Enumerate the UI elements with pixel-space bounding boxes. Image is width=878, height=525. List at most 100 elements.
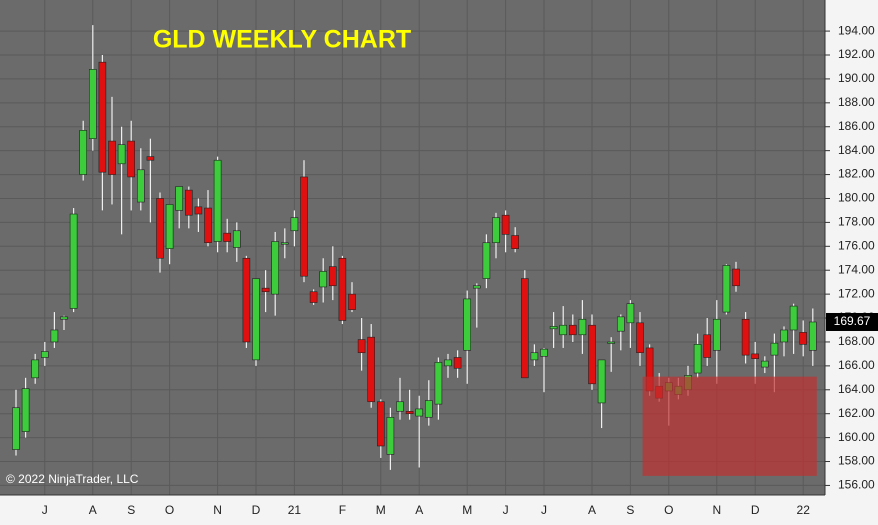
- candle-body: [213, 159, 222, 242]
- candle-body: [405, 411, 414, 414]
- candle-body: [127, 140, 135, 178]
- candle-body: [280, 242, 289, 245]
- candle-body: [242, 257, 251, 343]
- candle-body: [568, 324, 577, 336]
- candle-body: [50, 329, 59, 343]
- candle-body: [290, 217, 299, 232]
- candle-body: [386, 416, 395, 455]
- x-tick-label: M: [462, 503, 472, 517]
- candle-body: [789, 305, 798, 331]
- candle-body: [367, 336, 376, 403]
- candle-body: [79, 130, 87, 175]
- candle-body: [328, 266, 337, 287]
- candle-body: [223, 232, 231, 242]
- highlight-zone: [642, 376, 817, 476]
- candle-body: [252, 278, 260, 361]
- y-tick-label: 186.00: [838, 119, 875, 133]
- y-tick-label: 184.00: [838, 143, 875, 157]
- candle-body: [117, 144, 126, 165]
- candle-body: [415, 408, 424, 417]
- x-axis-panel: [0, 495, 878, 525]
- y-axis-panel: [825, 0, 878, 525]
- candle-body: [607, 341, 616, 344]
- candle-body: [338, 257, 347, 321]
- copyright: © 2022 NinjaTrader, LLC: [6, 472, 139, 486]
- y-tick-label: 182.00: [838, 167, 875, 181]
- last-price-box: [826, 312, 878, 331]
- candle-body: [204, 207, 212, 244]
- y-tick-label: 176.00: [838, 238, 875, 252]
- candle-body: [60, 316, 68, 320]
- y-tick-label: 166.00: [838, 358, 875, 372]
- x-tick-label: A: [89, 503, 97, 517]
- candle-body: [69, 213, 78, 309]
- y-tick-label: 164.00: [838, 382, 875, 396]
- candle-body: [453, 357, 462, 369]
- candle-body: [108, 140, 116, 175]
- candle-body: [780, 329, 788, 343]
- y-tick-label: 156.00: [838, 478, 875, 492]
- x-tick-label: A: [588, 503, 596, 517]
- candle-body: [540, 348, 548, 357]
- candle-body: [636, 322, 644, 354]
- x-tick-label: J: [42, 503, 48, 517]
- candle-body: [511, 235, 520, 249]
- x-tick-label: N: [213, 503, 222, 517]
- candle-body: [578, 318, 587, 336]
- chart-title: GLD WEEKLY CHART: [153, 26, 411, 54]
- x-tick-label: N: [712, 503, 721, 517]
- last-price-label: 169.67: [834, 314, 871, 328]
- x-tick-label: O: [165, 503, 174, 517]
- candle-body: [376, 401, 385, 447]
- candle-body: [463, 298, 472, 351]
- candle-body: [165, 204, 174, 249]
- candle-body: [40, 351, 49, 358]
- x-tick-label: S: [626, 503, 634, 517]
- x-tick-label: O: [664, 503, 673, 517]
- y-tick-label: 162.00: [838, 406, 875, 420]
- y-tick-label: 172.00: [838, 286, 875, 300]
- candle-body: [271, 241, 280, 295]
- candle-body: [588, 324, 596, 385]
- candle-body: [760, 360, 769, 368]
- candle-body: [626, 303, 635, 324]
- candle-body: [770, 342, 779, 356]
- candle-body: [319, 271, 328, 288]
- y-tick-label: 180.00: [838, 191, 875, 205]
- y-tick-label: 160.00: [838, 430, 875, 444]
- y-tick-label: 192.00: [838, 47, 875, 61]
- x-tick-label: A: [415, 503, 423, 517]
- y-tick-label: 188.00: [838, 95, 875, 109]
- candle-body: [348, 293, 356, 310]
- candle-body: [31, 359, 40, 379]
- candle-body: [261, 287, 270, 293]
- y-tick-label: 178.00: [838, 215, 875, 229]
- y-tick-label: 174.00: [838, 262, 875, 276]
- candle-body: [549, 326, 558, 330]
- candle-body: [808, 321, 817, 351]
- candle-body: [597, 359, 606, 404]
- candle-body: [712, 318, 721, 351]
- y-tick-label: 168.00: [838, 334, 875, 348]
- candle-body: [309, 291, 318, 303]
- candle-body: [741, 318, 750, 356]
- x-tick-label: M: [376, 503, 386, 517]
- candle-body: [396, 401, 404, 412]
- candle-body: [146, 156, 155, 161]
- x-tick-label: 21: [288, 503, 302, 517]
- candle-body: [185, 189, 193, 216]
- y-tick-label: 194.00: [838, 23, 875, 37]
- x-tick-label: F: [339, 503, 346, 517]
- x-tick-label: J: [541, 503, 547, 517]
- candle-body: [233, 230, 241, 248]
- candle-body: [501, 214, 510, 235]
- candle-body: [175, 186, 183, 211]
- candle-body: [357, 339, 366, 354]
- candle-body: [693, 344, 702, 374]
- candle-body: [616, 316, 625, 332]
- candle-body: [98, 61, 107, 173]
- candle-body: [799, 332, 808, 345]
- candle-body: [137, 169, 145, 203]
- candle-body: [300, 176, 308, 277]
- candle-body: [732, 268, 740, 287]
